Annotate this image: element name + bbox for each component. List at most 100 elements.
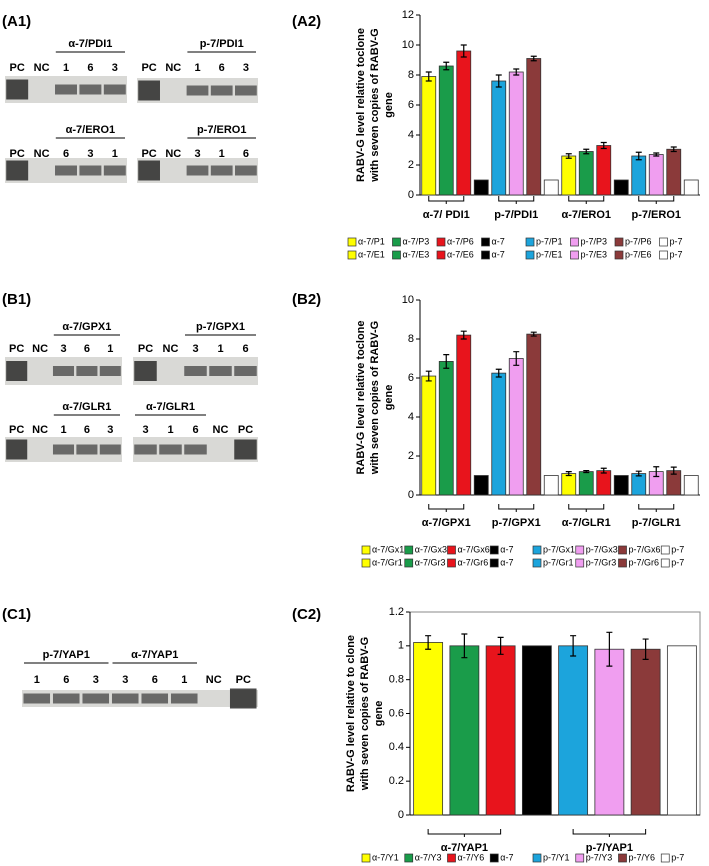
blot-header: α-7/GLR1 [146, 401, 195, 413]
bar [526, 333, 542, 496]
legend-swatch [392, 237, 401, 247]
blot-header: α-7/GLR1 [62, 401, 111, 413]
y-tick-label: 1.2 [389, 606, 404, 618]
lane-label: 1 [167, 424, 173, 436]
y-tick-label: 4 [408, 129, 414, 141]
bar [630, 648, 661, 816]
legend-swatch [660, 853, 670, 863]
error-bar [600, 467, 607, 474]
legend-swatch [532, 545, 542, 555]
lane-label: 3 [122, 674, 128, 686]
blot-header: α-7/ERO1 [66, 124, 116, 136]
bar [666, 645, 697, 816]
legend-swatch [525, 237, 535, 247]
legend-swatch [575, 853, 585, 863]
group-bracket [568, 196, 605, 204]
bar [526, 58, 542, 196]
bar [543, 475, 559, 496]
legend-swatch [618, 545, 627, 555]
error-bar [583, 148, 590, 155]
band [186, 85, 209, 96]
error-bar [513, 351, 520, 366]
bar [648, 154, 664, 196]
lane-label: NC [213, 424, 229, 436]
band [209, 366, 232, 376]
lane-label: 3 [112, 62, 118, 74]
legend-label: p-7/Y6 [629, 852, 656, 862]
bar [683, 475, 699, 496]
legend-swatch [481, 250, 490, 260]
band [234, 439, 257, 460]
lane-label: NC [34, 148, 50, 160]
band [99, 444, 121, 455]
legend-label: p-7/Y1 [543, 852, 570, 862]
y-axis-label: with seven copies of RABV-G [369, 321, 381, 475]
legend-label: α-7/Y3 [415, 852, 442, 862]
legend-label: p-7 [671, 544, 684, 554]
legend-swatch [436, 250, 446, 260]
legend-label: α-7/E3 [403, 249, 430, 259]
legend-swatch [660, 545, 670, 555]
band [52, 693, 80, 704]
bar [558, 645, 589, 816]
legend-label: p-7/P6 [625, 236, 652, 246]
y-axis-label: gene [383, 385, 395, 411]
legend-swatch [392, 250, 401, 260]
lane-label: NC [165, 62, 181, 74]
legend-swatch [532, 558, 542, 568]
lane-label: 1 [219, 148, 225, 160]
panel-label: (B2) [292, 291, 321, 308]
legend-swatch [347, 237, 357, 247]
blot-header: α-7/PDI1 [68, 38, 112, 50]
legend-swatch [659, 237, 668, 247]
y-tick-label: 8 [408, 69, 414, 81]
lane-label: 6 [243, 148, 249, 160]
legend-swatch [361, 853, 371, 863]
lane-label: 1 [217, 343, 223, 355]
error-bar [670, 146, 677, 153]
blot-header: α-7/YAP1 [131, 649, 178, 661]
band [52, 444, 75, 455]
band [82, 693, 110, 704]
y-tick-label: 0 [408, 189, 414, 201]
panel-label: (C2) [292, 606, 321, 623]
bar [438, 65, 454, 196]
legend-label: p-7/E6 [625, 249, 652, 259]
error-bar [495, 368, 502, 378]
y-axis-label: RABV-G level relative toclone [355, 320, 367, 474]
lane-label: 6 [87, 62, 93, 74]
bar [594, 648, 625, 816]
band [210, 85, 233, 96]
bar [596, 145, 612, 196]
lane-label: 3 [107, 424, 113, 436]
error-bar [443, 354, 450, 369]
legend-swatch [532, 853, 542, 863]
lane-label: 3 [192, 343, 198, 355]
blot-header: p-7/PDI1 [200, 38, 244, 50]
lane-label: NC [34, 62, 50, 74]
error-bar [653, 466, 660, 478]
band [99, 366, 121, 376]
band [52, 366, 75, 376]
error-bar [670, 466, 677, 475]
y-tick-label: 0 [408, 489, 414, 501]
y-axis-label: RABV-G level relative toclone [355, 28, 367, 182]
bar [413, 642, 444, 816]
group-label: p-7/YAP1 [586, 842, 633, 854]
error-bar [443, 61, 450, 71]
band [134, 361, 157, 381]
legend-swatch [404, 853, 414, 863]
panel-label: (B1) [2, 291, 31, 308]
error-bar [460, 44, 467, 58]
bar [543, 179, 559, 196]
legend-label: α-7/Gr3 [415, 557, 446, 567]
legend-swatch [447, 545, 456, 555]
bar [438, 361, 454, 496]
error-bar [460, 330, 467, 340]
error-bar [583, 470, 590, 474]
legend-label: α-7 [500, 557, 513, 567]
lane-label: PC [138, 343, 153, 355]
band [170, 693, 198, 704]
lane-label: PC [9, 424, 24, 436]
lane-label: 6 [152, 674, 158, 686]
